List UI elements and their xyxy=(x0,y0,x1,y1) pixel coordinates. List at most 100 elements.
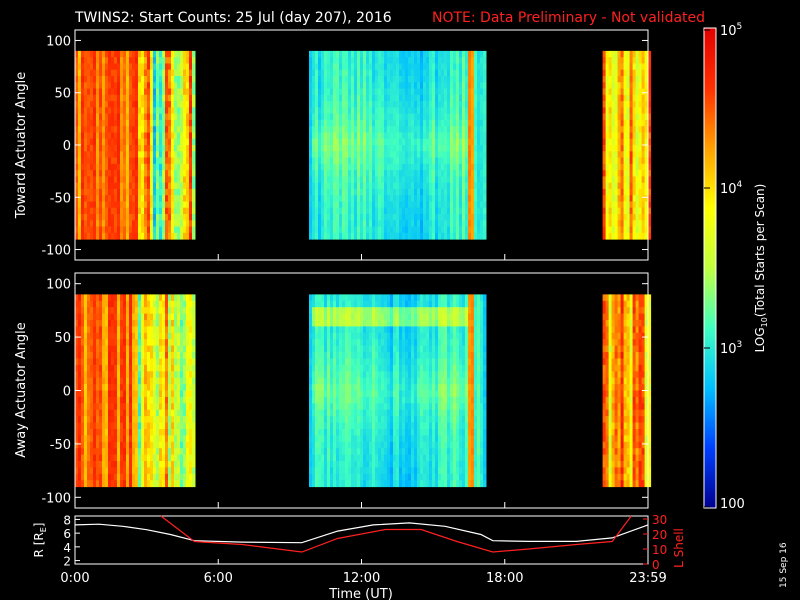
heatmap-cell xyxy=(141,473,145,481)
heatmap-cell xyxy=(87,57,91,64)
heatmap-cell xyxy=(411,226,415,234)
heatmap-cell xyxy=(444,157,448,165)
heatmap-cell xyxy=(147,126,151,133)
heatmap-cell xyxy=(632,188,637,196)
heatmap-cell xyxy=(336,390,340,398)
heatmap-cell xyxy=(605,63,610,71)
heatmap-cell xyxy=(462,119,466,127)
heatmap-cell xyxy=(309,313,313,321)
heatmap-cell xyxy=(480,214,484,221)
heatmap-cell xyxy=(357,126,361,133)
heatmap-cell xyxy=(438,101,442,108)
heatmap-cell xyxy=(414,182,418,190)
heatmap-cell xyxy=(129,82,133,90)
heatmap-cell xyxy=(315,313,319,321)
heatmap-cell xyxy=(471,226,475,234)
heatmap-cell xyxy=(426,163,430,171)
heatmap-cell xyxy=(384,82,388,90)
heatmap-cell xyxy=(363,63,367,71)
heatmap-cell xyxy=(78,88,82,96)
heatmap-cell xyxy=(360,207,364,215)
heatmap-cell xyxy=(393,119,397,127)
heatmap-cell xyxy=(450,232,454,240)
heatmap-cell xyxy=(156,157,160,165)
heatmap-cell xyxy=(153,454,157,462)
heatmap-cell xyxy=(414,50,418,58)
heatmap-cell xyxy=(192,138,196,146)
heatmap-cell xyxy=(384,63,388,71)
heatmap-cell xyxy=(144,429,148,436)
heatmap-cell xyxy=(93,151,97,159)
heatmap-cell xyxy=(357,226,361,234)
heatmap-cell xyxy=(605,220,610,228)
heatmap-cell xyxy=(641,201,646,209)
heatmap-cell xyxy=(156,294,160,302)
heatmap-cell xyxy=(78,113,82,121)
heatmap-cell xyxy=(468,132,472,140)
heatmap-cell xyxy=(608,107,613,115)
heatmap-cell xyxy=(135,207,139,215)
heatmap-cell xyxy=(102,50,106,58)
heatmap-cell xyxy=(102,403,106,411)
heatmap-cell xyxy=(426,232,430,240)
heatmap-cell xyxy=(321,119,325,127)
heatmap-cell xyxy=(312,416,316,423)
heatmap-cell xyxy=(174,195,178,202)
heatmap-cell xyxy=(117,220,121,228)
heatmap-cell xyxy=(629,176,634,184)
heatmap-cell xyxy=(480,176,484,184)
heatmap-cell xyxy=(336,195,340,202)
chart-title: TWINS2: Start Counts: 25 Jul (day 207), … xyxy=(74,10,392,26)
heatmap-cell xyxy=(177,313,181,321)
heatmap-cell xyxy=(117,57,121,64)
heatmap-cell xyxy=(177,473,181,481)
heatmap-cell xyxy=(123,163,127,171)
heatmap-cell xyxy=(135,377,139,385)
heatmap-cell xyxy=(159,454,163,462)
heatmap-cell xyxy=(96,220,100,228)
heatmap-cell xyxy=(378,145,382,152)
heatmap-cell xyxy=(366,63,370,71)
heatmap-cell xyxy=(159,409,163,417)
heatmap-cell xyxy=(87,176,91,184)
heatmap-cell xyxy=(641,101,646,108)
heatmap-cell xyxy=(647,163,652,171)
heatmap-cell xyxy=(399,170,403,177)
heatmap-cell xyxy=(192,473,196,481)
heatmap-cell xyxy=(96,232,100,240)
heatmap-cell xyxy=(123,157,127,165)
heatmap-cell xyxy=(456,188,460,196)
heatmap-cell xyxy=(132,107,136,115)
heatmap-cell xyxy=(330,403,334,411)
heatmap-cell xyxy=(393,63,397,71)
heatmap-cell xyxy=(318,345,322,353)
heatmap-cell xyxy=(399,201,403,209)
heatmap-cell xyxy=(629,94,634,102)
heatmap-cell xyxy=(150,82,154,90)
heatmap-cell xyxy=(408,113,412,121)
heatmap-cell xyxy=(321,352,325,359)
heatmap-cell xyxy=(435,107,439,115)
heatmap-cell xyxy=(459,69,463,77)
heatmap-cell xyxy=(108,82,112,90)
heatmap-cell xyxy=(336,294,340,302)
heatmap-cell xyxy=(120,371,124,379)
heatmap-cell xyxy=(318,300,322,308)
heatmap-cell xyxy=(614,126,619,133)
heatmap-cell xyxy=(357,170,361,177)
heatmap-cell xyxy=(150,384,154,391)
heatmap-cell xyxy=(309,326,313,334)
heatmap-cell xyxy=(105,320,109,327)
heatmap-cell xyxy=(174,300,178,308)
heatmap-cell xyxy=(623,132,628,140)
heatmap-cell xyxy=(629,182,634,190)
heatmap-cell xyxy=(135,307,139,315)
heatmap-cell xyxy=(135,126,139,133)
heatmap-cell xyxy=(405,119,409,127)
heatmap-cell xyxy=(165,69,169,77)
heatmap-cell xyxy=(108,345,112,353)
heatmap-cell xyxy=(141,320,145,327)
heatmap-cell xyxy=(129,441,133,449)
heatmap-cell xyxy=(608,157,613,165)
heatmap-cell xyxy=(189,207,193,215)
